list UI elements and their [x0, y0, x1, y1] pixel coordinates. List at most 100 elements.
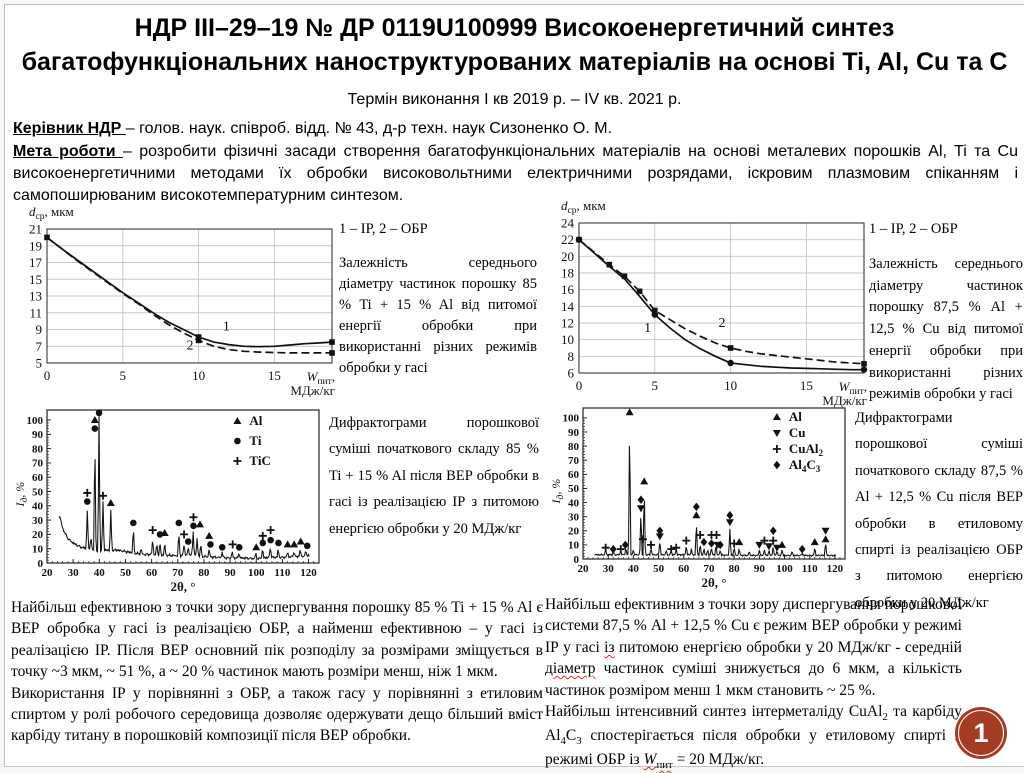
svg-text:TiC: TiC — [249, 453, 270, 468]
svg-text:70: 70 — [703, 563, 715, 575]
chart1-caption-text: Залежність середнього діаметру частинок … — [339, 255, 537, 377]
svg-text:10: 10 — [568, 540, 580, 552]
chart2-caption: 1 – ІР, 2 – ОБР Залежність середнього ді… — [869, 219, 1023, 406]
svg-text:90: 90 — [568, 427, 580, 439]
svg-text:70: 70 — [172, 567, 184, 579]
svg-text:17: 17 — [29, 255, 43, 270]
svg-text:20: 20 — [561, 249, 574, 264]
svg-text:50: 50 — [32, 486, 44, 498]
chart1-caption: 1 – ІР, 2 – ОБР Залежність середнього ді… — [339, 219, 537, 379]
svg-text:dср, мкм: dср, мкм — [561, 198, 606, 216]
svg-text:50: 50 — [568, 483, 580, 495]
xrd-pattern-ti-al: 0 10 20 30 40 50 60 70 80 90 100 20 30 40 50 60 70 80 90 10… — [15, 409, 320, 593]
page-number-badge: 1 — [955, 707, 1007, 759]
svg-text:50: 50 — [120, 567, 132, 579]
xrd-pattern-al-cu: 0 10 20 30 40 50 60 70 80 90 100 20 30 40 50 60 70 80 90 10… — [551, 407, 846, 589]
svg-text:90: 90 — [754, 563, 766, 575]
svg-text:МДж/кг: МДж/кг — [290, 383, 335, 398]
svg-text:13: 13 — [29, 289, 42, 304]
svg-text:24: 24 — [561, 216, 575, 231]
svg-text:18: 18 — [561, 266, 574, 281]
svg-text:80: 80 — [729, 563, 741, 575]
svg-text:Wпит,: Wпит, — [307, 369, 335, 387]
svg-text:8: 8 — [568, 349, 575, 364]
svg-text:0: 0 — [38, 558, 44, 570]
svg-text:30: 30 — [603, 563, 615, 575]
conclusion-right-p1: Найбільш ефективним з точки зору дисперг… — [545, 596, 962, 699]
svg-text:2θ, °: 2θ, ° — [702, 575, 727, 589]
svg-text:МДж/кг: МДж/кг — [822, 393, 867, 408]
svg-text:Iд, %: Iд, % — [551, 479, 566, 505]
svg-text:10: 10 — [32, 544, 44, 556]
svg-text:80: 80 — [568, 441, 580, 453]
conclusion-left-p2: Використання ІР у порівнянні з ОБР, а та… — [11, 684, 543, 745]
svg-text:15: 15 — [268, 368, 281, 383]
kerivnyk-text: – голов. наук. співроб. відд. № 43, д-р … — [125, 120, 613, 137]
svg-text:60: 60 — [568, 469, 580, 481]
svg-text:1: 1 — [644, 321, 651, 336]
diff2-caption: Дифрактограми порошкової суміші початков… — [855, 405, 1023, 616]
svg-text:21: 21 — [29, 222, 42, 237]
svg-text:30: 30 — [568, 511, 580, 523]
svg-text:5: 5 — [36, 356, 43, 371]
svg-text:2θ, °: 2θ, ° — [171, 579, 196, 593]
svg-text:20: 20 — [42, 567, 54, 579]
svg-text:12: 12 — [561, 316, 574, 331]
svg-text:110: 110 — [274, 567, 290, 579]
svg-text:120: 120 — [827, 563, 844, 575]
svg-text:19: 19 — [29, 238, 42, 253]
svg-text:10: 10 — [192, 368, 205, 383]
chart1-series-legend: 1 – ІР, 2 – ОБР — [339, 221, 428, 237]
svg-text:100: 100 — [27, 415, 44, 427]
svg-text:40: 40 — [628, 563, 640, 575]
svg-text:90: 90 — [225, 567, 237, 579]
conclusion-left-p1: Найбільш ефективною з точки зору дисперг… — [11, 599, 543, 681]
svg-text:5: 5 — [120, 368, 127, 383]
svg-text:80: 80 — [198, 567, 210, 579]
slide: НДР III–29–19 № ДР 0119U100999 Високоене… — [4, 4, 1024, 771]
svg-text:Ti: Ti — [249, 433, 261, 448]
svg-text:90: 90 — [32, 429, 44, 441]
page-title: НДР III–29–19 № ДР 0119U100999 Високоене… — [5, 11, 1024, 79]
meta-label: Мета роботи — [13, 143, 123, 160]
conclusion-right-p2: Найбільш інтенсивний синтез інтерметалід… — [545, 702, 962, 772]
svg-text:60: 60 — [32, 472, 44, 484]
svg-text:Wпит,: Wпит, — [839, 379, 867, 397]
svg-text:20: 20 — [568, 526, 580, 538]
svg-text:Iд, %: Iд, % — [15, 482, 30, 508]
svg-text:7: 7 — [36, 339, 43, 354]
svg-text:70: 70 — [568, 455, 580, 467]
svg-text:Al: Al — [789, 409, 802, 424]
svg-text:Al: Al — [249, 413, 262, 428]
svg-text:6: 6 — [568, 366, 575, 381]
svg-text:15: 15 — [800, 378, 813, 393]
term-line: Термін виконання I кв 2019 р. – IV кв. 2… — [347, 91, 682, 108]
svg-text:10: 10 — [724, 378, 737, 393]
svg-text:16: 16 — [561, 282, 575, 297]
diff2-caption-text: Дифрактограми порошкової суміші початков… — [855, 410, 1023, 611]
svg-text:40: 40 — [94, 567, 106, 579]
meta-text: – розробити фізичні засади створення баг… — [13, 143, 1019, 204]
svg-text:2: 2 — [718, 316, 725, 331]
svg-text:Cu: Cu — [789, 425, 806, 440]
svg-text:30: 30 — [68, 567, 80, 579]
svg-text:22: 22 — [561, 232, 574, 247]
title-line-2: багатофункціональних наноструктурованих … — [21, 48, 1008, 76]
svg-text:120: 120 — [300, 567, 317, 579]
svg-text:20: 20 — [578, 563, 590, 575]
svg-text:60: 60 — [678, 563, 690, 575]
svg-text:100: 100 — [563, 413, 580, 425]
svg-text:2: 2 — [186, 339, 193, 354]
diff1-caption: Дифрактограми порошкової суміші початков… — [329, 410, 539, 542]
conclusions-left: Найбільш ефективною з точки зору дисперг… — [11, 597, 543, 747]
svg-text:0: 0 — [44, 368, 51, 383]
svg-text:14: 14 — [561, 299, 575, 314]
svg-text:10: 10 — [561, 332, 574, 347]
svg-text:1: 1 — [223, 319, 230, 334]
chart2-caption-text: Залежність середнього діаметру частинок … — [869, 255, 1023, 403]
diff1-caption-text: Дифрактограми порошкової суміші початков… — [329, 415, 539, 537]
svg-text:60: 60 — [146, 567, 158, 579]
svg-text:40: 40 — [32, 501, 44, 513]
